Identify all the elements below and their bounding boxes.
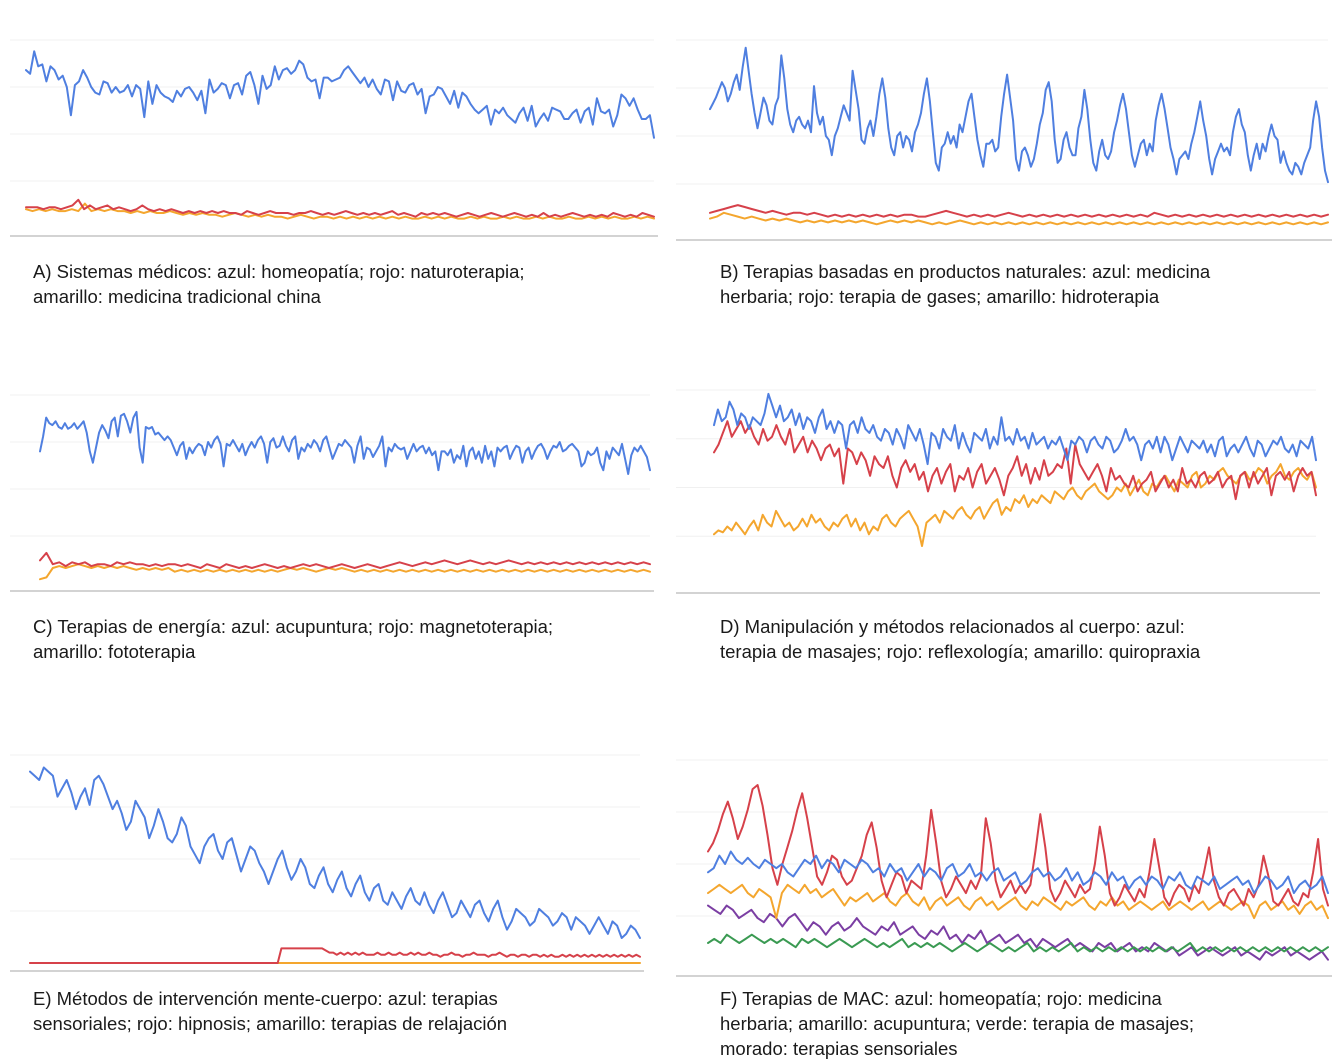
series-line-yellow-b — [709, 211, 1329, 226]
series-line-purple-f — [707, 904, 1329, 961]
caption-e-line-2: sensoriales; rojo: hipnosis; amarillo: t… — [33, 1013, 508, 1034]
series-line-blue-e — [29, 766, 641, 939]
caption-d-line-2: terapia de masajes; rojo: reflexología; … — [720, 641, 1201, 662]
series-line-blue-a — [25, 50, 655, 139]
chart-d — [676, 389, 1320, 594]
chart-f — [676, 759, 1332, 977]
caption-d-line-1: D) Manipulación y métodos relacionados a… — [720, 616, 1185, 637]
caption-b-line-2: herbaria; rojo: terapia de gases; amaril… — [720, 286, 1160, 307]
caption-b-line-1: B) Terapias basadas en productos natural… — [720, 261, 1211, 282]
caption-f: F) Terapias de MAC: azul: homeopatía; ro… — [720, 986, 1194, 1061]
caption-e-line-1: E) Métodos de intervención mente-cuerpo:… — [33, 988, 498, 1009]
series-line-blue-b — [709, 46, 1329, 184]
series-line-red-b — [709, 204, 1329, 218]
series-line-blue-f — [707, 850, 1329, 895]
caption-f-line-3: morado: terapias sensoriales — [720, 1038, 958, 1059]
chart-c — [10, 394, 654, 592]
panel-c: C) Terapias de energía: azul: acupuntura… — [0, 355, 666, 685]
caption-f-line-2: herbaria; amarillo: acupuntura; verde: t… — [720, 1013, 1195, 1034]
chart-a — [10, 39, 658, 237]
series-line-blue-d — [713, 392, 1317, 466]
series-line-red-c — [39, 551, 651, 569]
caption-e: E) Métodos de intervención mente-cuerpo:… — [33, 986, 507, 1036]
caption-d: D) Manipulación y métodos relacionados a… — [720, 614, 1200, 664]
series-line-green-f — [707, 933, 1329, 953]
series-line-red-e — [29, 947, 641, 964]
series-line-yellow-d — [713, 463, 1317, 547]
caption-c: C) Terapias de energía: azul: acupuntura… — [33, 614, 553, 664]
caption-a: A) Sistemas médicos: azul: homeopatía; r… — [33, 259, 525, 309]
chart-e — [10, 754, 644, 972]
series-line-red-d — [713, 420, 1317, 501]
caption-c-line-1: C) Terapias de energía: azul: acupuntura… — [33, 616, 554, 637]
series-line-blue-c — [39, 410, 651, 475]
caption-c-line-2: amarillo: fototerapia — [33, 641, 196, 662]
panel-b: B) Terapias basadas en productos natural… — [666, 0, 1332, 340]
series-line-red-f — [707, 784, 1329, 907]
panel-d: D) Manipulación y métodos relacionados a… — [666, 355, 1332, 685]
caption-b: B) Terapias basadas en productos natural… — [720, 259, 1210, 309]
panel-a: A) Sistemas médicos: azul: homeopatía; r… — [0, 0, 666, 340]
series-line-red-a — [25, 198, 655, 218]
series-line-yellow-c — [39, 563, 651, 581]
chart-b — [676, 39, 1332, 241]
caption-a-line-2: amarillo: medicina tradicional china — [33, 286, 321, 307]
caption-f-line-1: F) Terapias de MAC: azul: homeopatía; ro… — [720, 988, 1162, 1009]
panel-f: F) Terapias de MAC: azul: homeopatía; ro… — [666, 710, 1332, 1060]
panel-e: E) Métodos de intervención mente-cuerpo:… — [0, 710, 666, 1060]
caption-a-line-1: A) Sistemas médicos: azul: homeopatía; r… — [33, 261, 525, 282]
